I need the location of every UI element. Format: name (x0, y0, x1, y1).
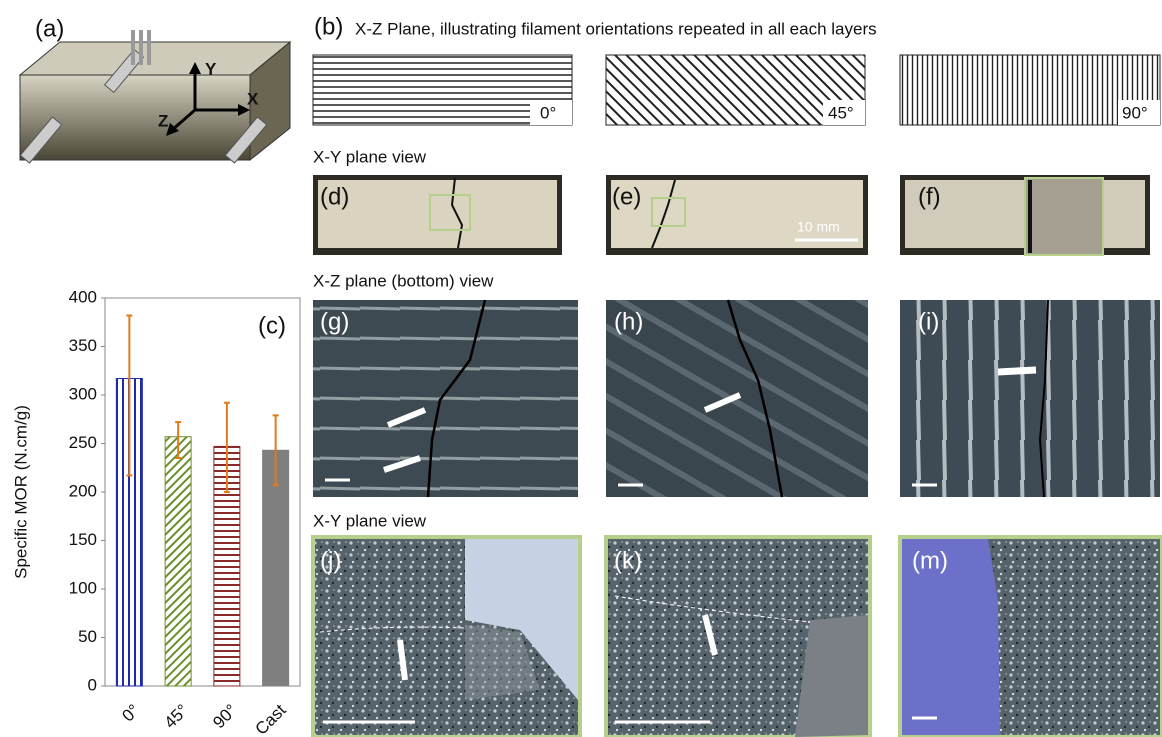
bar (165, 437, 191, 686)
row-title: X-Y plane view (313, 147, 427, 166)
panel-label: (d) (320, 183, 349, 210)
y-tick-label: 250 (69, 433, 97, 452)
y-tick-label: 400 (69, 287, 97, 306)
orientation-label: 0° (540, 103, 556, 122)
panel-label: (b) (314, 13, 343, 40)
caption: X-Z Plane, illustrating filament orienta… (355, 19, 877, 38)
y-tick-label: 200 (69, 481, 97, 500)
panel-label: (m) (912, 547, 948, 574)
y-tick-label: 50 (78, 627, 97, 646)
axis-letter: X (247, 89, 259, 108)
y-tick-label: 0 (88, 675, 97, 694)
photo (313, 300, 578, 497)
panel-label: (h) (614, 308, 643, 335)
orientation-label: 90° (1122, 103, 1148, 122)
row-title: X-Z plane (bottom) view (313, 271, 494, 290)
panel-label: (j) (320, 547, 341, 574)
x-tick-label: 90° (209, 701, 241, 733)
photo (606, 175, 868, 255)
y-tick-label: 300 (69, 384, 97, 403)
x-tick-label: 45° (161, 701, 193, 733)
photo (606, 537, 870, 737)
x-tick-label: Cast (251, 700, 289, 737)
axis-letter: Y (205, 59, 217, 78)
axis-letter: Z (158, 111, 168, 130)
y-tick-label: 100 (69, 578, 97, 597)
panel-label: (a) (35, 15, 64, 42)
panel-label: (i) (918, 308, 939, 335)
bar-chart: (c) Specific MOR (N.cm/g) 0 50 100 150 200 25… (11, 287, 300, 737)
panel-label: (f) (918, 183, 941, 210)
orientation-label: 45° (828, 103, 854, 122)
photo (313, 537, 580, 737)
scale-label: 10 mm (797, 219, 840, 235)
y-tick-label: 350 (69, 336, 97, 355)
y-axis-label: Specific MOR (N.cm/g) (11, 405, 30, 579)
photo (313, 175, 562, 255)
y-tick-label: 150 (69, 530, 97, 549)
annotation: (c) (258, 312, 286, 339)
panel-label: (g) (320, 308, 349, 335)
figure: (a) Y X Z (b) X-Z Plane, illustrating fi… (0, 0, 1162, 737)
x-tick-label: 0° (118, 701, 143, 726)
photo (606, 300, 868, 497)
panel-label: (k) (614, 547, 642, 574)
panel-label: (e) (612, 183, 641, 210)
row-title: X-Y plane view (313, 511, 427, 530)
